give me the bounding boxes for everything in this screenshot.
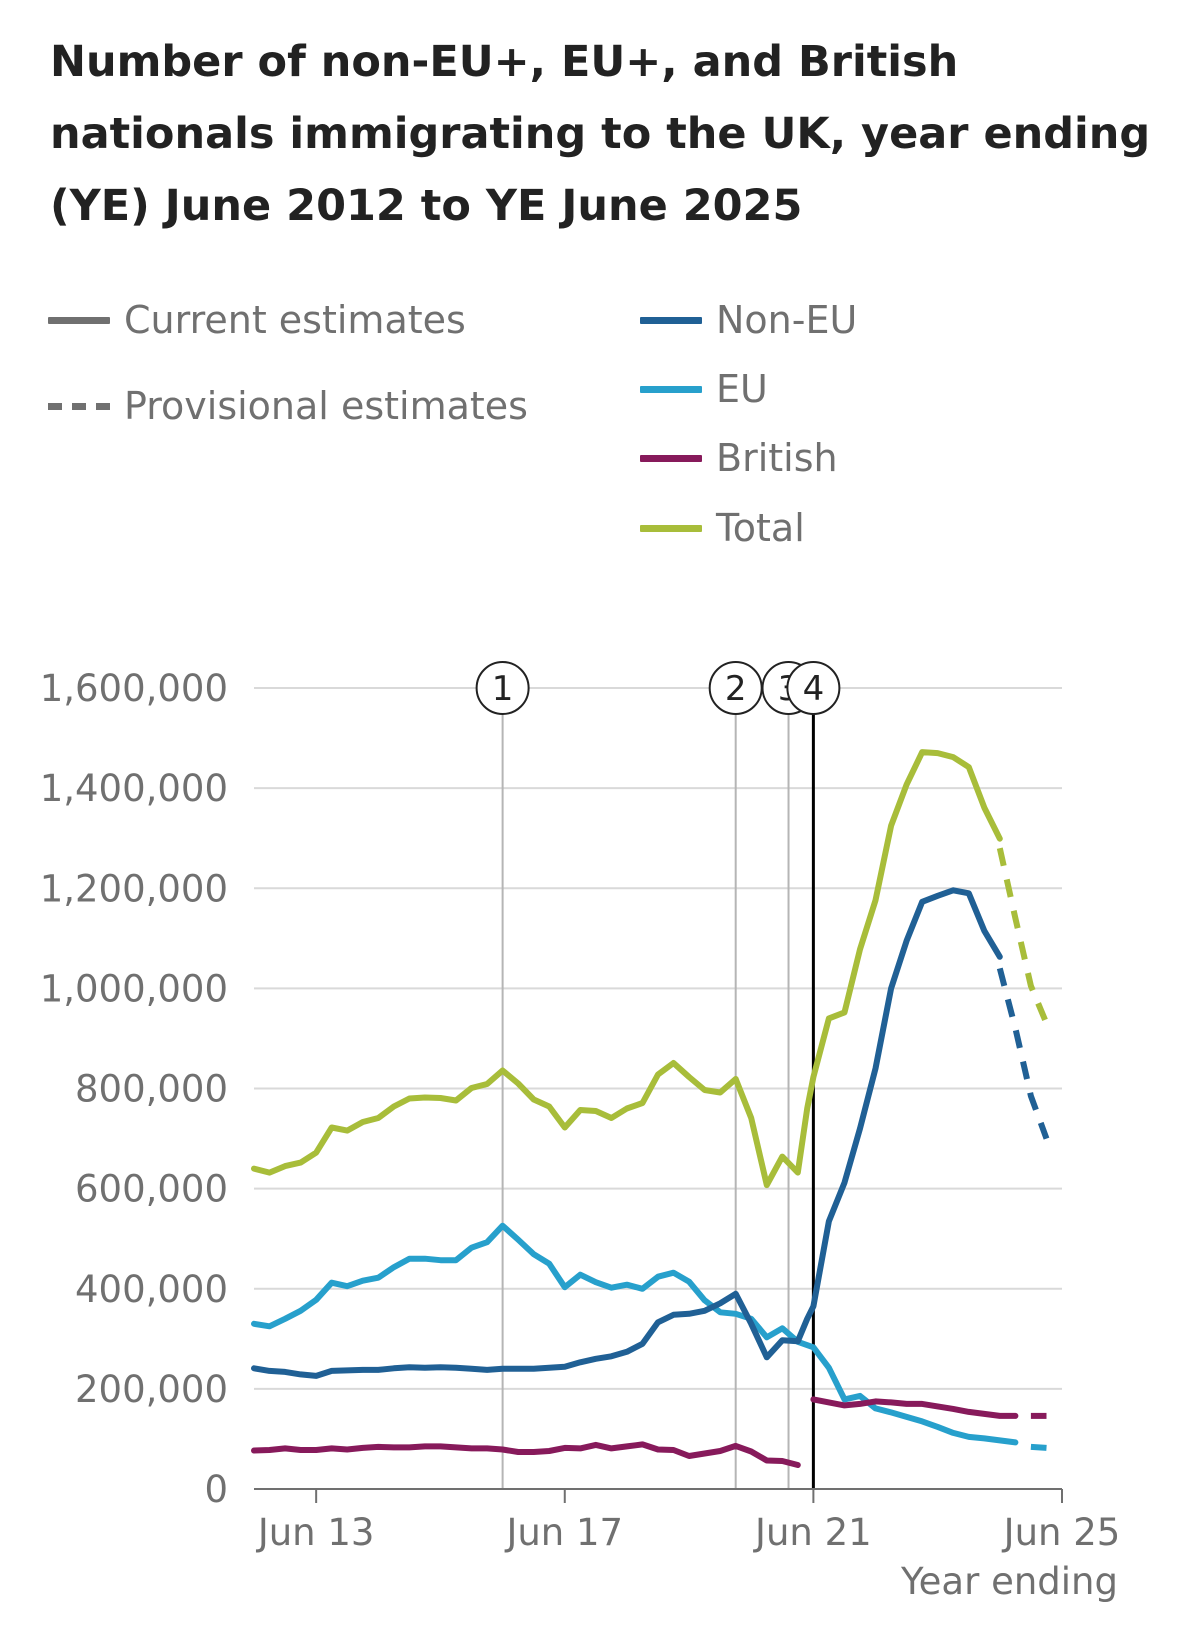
british-line (251, 1441, 801, 1468)
event-marker-label: 1 (492, 669, 514, 709)
series-lines (251, 749, 1050, 1468)
legend-current-label: Current estimates (124, 298, 466, 342)
legend-non-eu-label: Non-EU (716, 298, 858, 342)
event-markers: 1234 (475, 661, 841, 1489)
legend-eu: EU (640, 367, 768, 411)
non-eu-swatch-icon (640, 316, 702, 324)
british-swatch-icon (640, 454, 702, 462)
legend-total-label: Total (716, 506, 805, 550)
y-tick-label: 1,600,000 (40, 667, 228, 710)
y-tick-label: 200,000 (75, 1368, 228, 1411)
solid-line-icon (48, 316, 110, 324)
x-tick-label: Jun 21 (753, 1511, 872, 1554)
british-line (810, 1396, 1019, 1419)
total-swatch-icon (640, 524, 702, 532)
total-provisional-line (996, 847, 1050, 1025)
x-tick-label: Jun 17 (504, 1511, 623, 1554)
legend-non-eu: Non-EU (640, 298, 857, 342)
event-marker-label: 2 (725, 669, 747, 709)
eu-line (251, 1222, 1019, 1446)
event-marker-label: 4 (803, 669, 825, 709)
gridlines (254, 687, 1062, 1390)
total-line (251, 749, 1003, 1189)
legend-current-estimates: Current estimates (48, 298, 466, 342)
eu-provisional-line (1030, 1443, 1047, 1451)
event-marker-circle (786, 661, 841, 715)
y-tick-label: 600,000 (75, 1168, 228, 1211)
non-eu-provisional-line (996, 967, 1050, 1140)
legend-provisional-estimates: Provisional estimates (48, 384, 528, 428)
non-eu-line (251, 887, 1003, 1379)
legend-eu-label: EU (716, 367, 768, 411)
legend-british: British (640, 436, 838, 480)
y-tick-label: 0 (204, 1468, 228, 1511)
chart-title: Number of non-EU+, EU+, and British nati… (50, 37, 1151, 231)
y-tick-label: 400,000 (75, 1268, 228, 1311)
x-tick-label: Jun 25 (1002, 1511, 1121, 1554)
x-axis-title: Year ending (900, 1560, 1118, 1603)
axes: 0 200,000 400,000 600,000 800,000 1,000,000 1,… (40, 667, 1121, 1554)
dashed-line-icon (48, 402, 110, 410)
event-marker-circle (475, 661, 530, 715)
x-tick-label: Jun 13 (256, 1511, 375, 1554)
legend-british-label: British (716, 436, 838, 480)
y-tick-label: 1,000,000 (40, 967, 228, 1010)
legend-provisional-label: Provisional estimates (124, 384, 528, 428)
eu-swatch-icon (640, 385, 702, 393)
y-tick-label: 1,400,000 (40, 767, 228, 810)
legend-total: Total (640, 506, 805, 550)
y-tick-label: 800,000 (75, 1068, 228, 1111)
y-tick-label: 1,200,000 (40, 867, 228, 910)
